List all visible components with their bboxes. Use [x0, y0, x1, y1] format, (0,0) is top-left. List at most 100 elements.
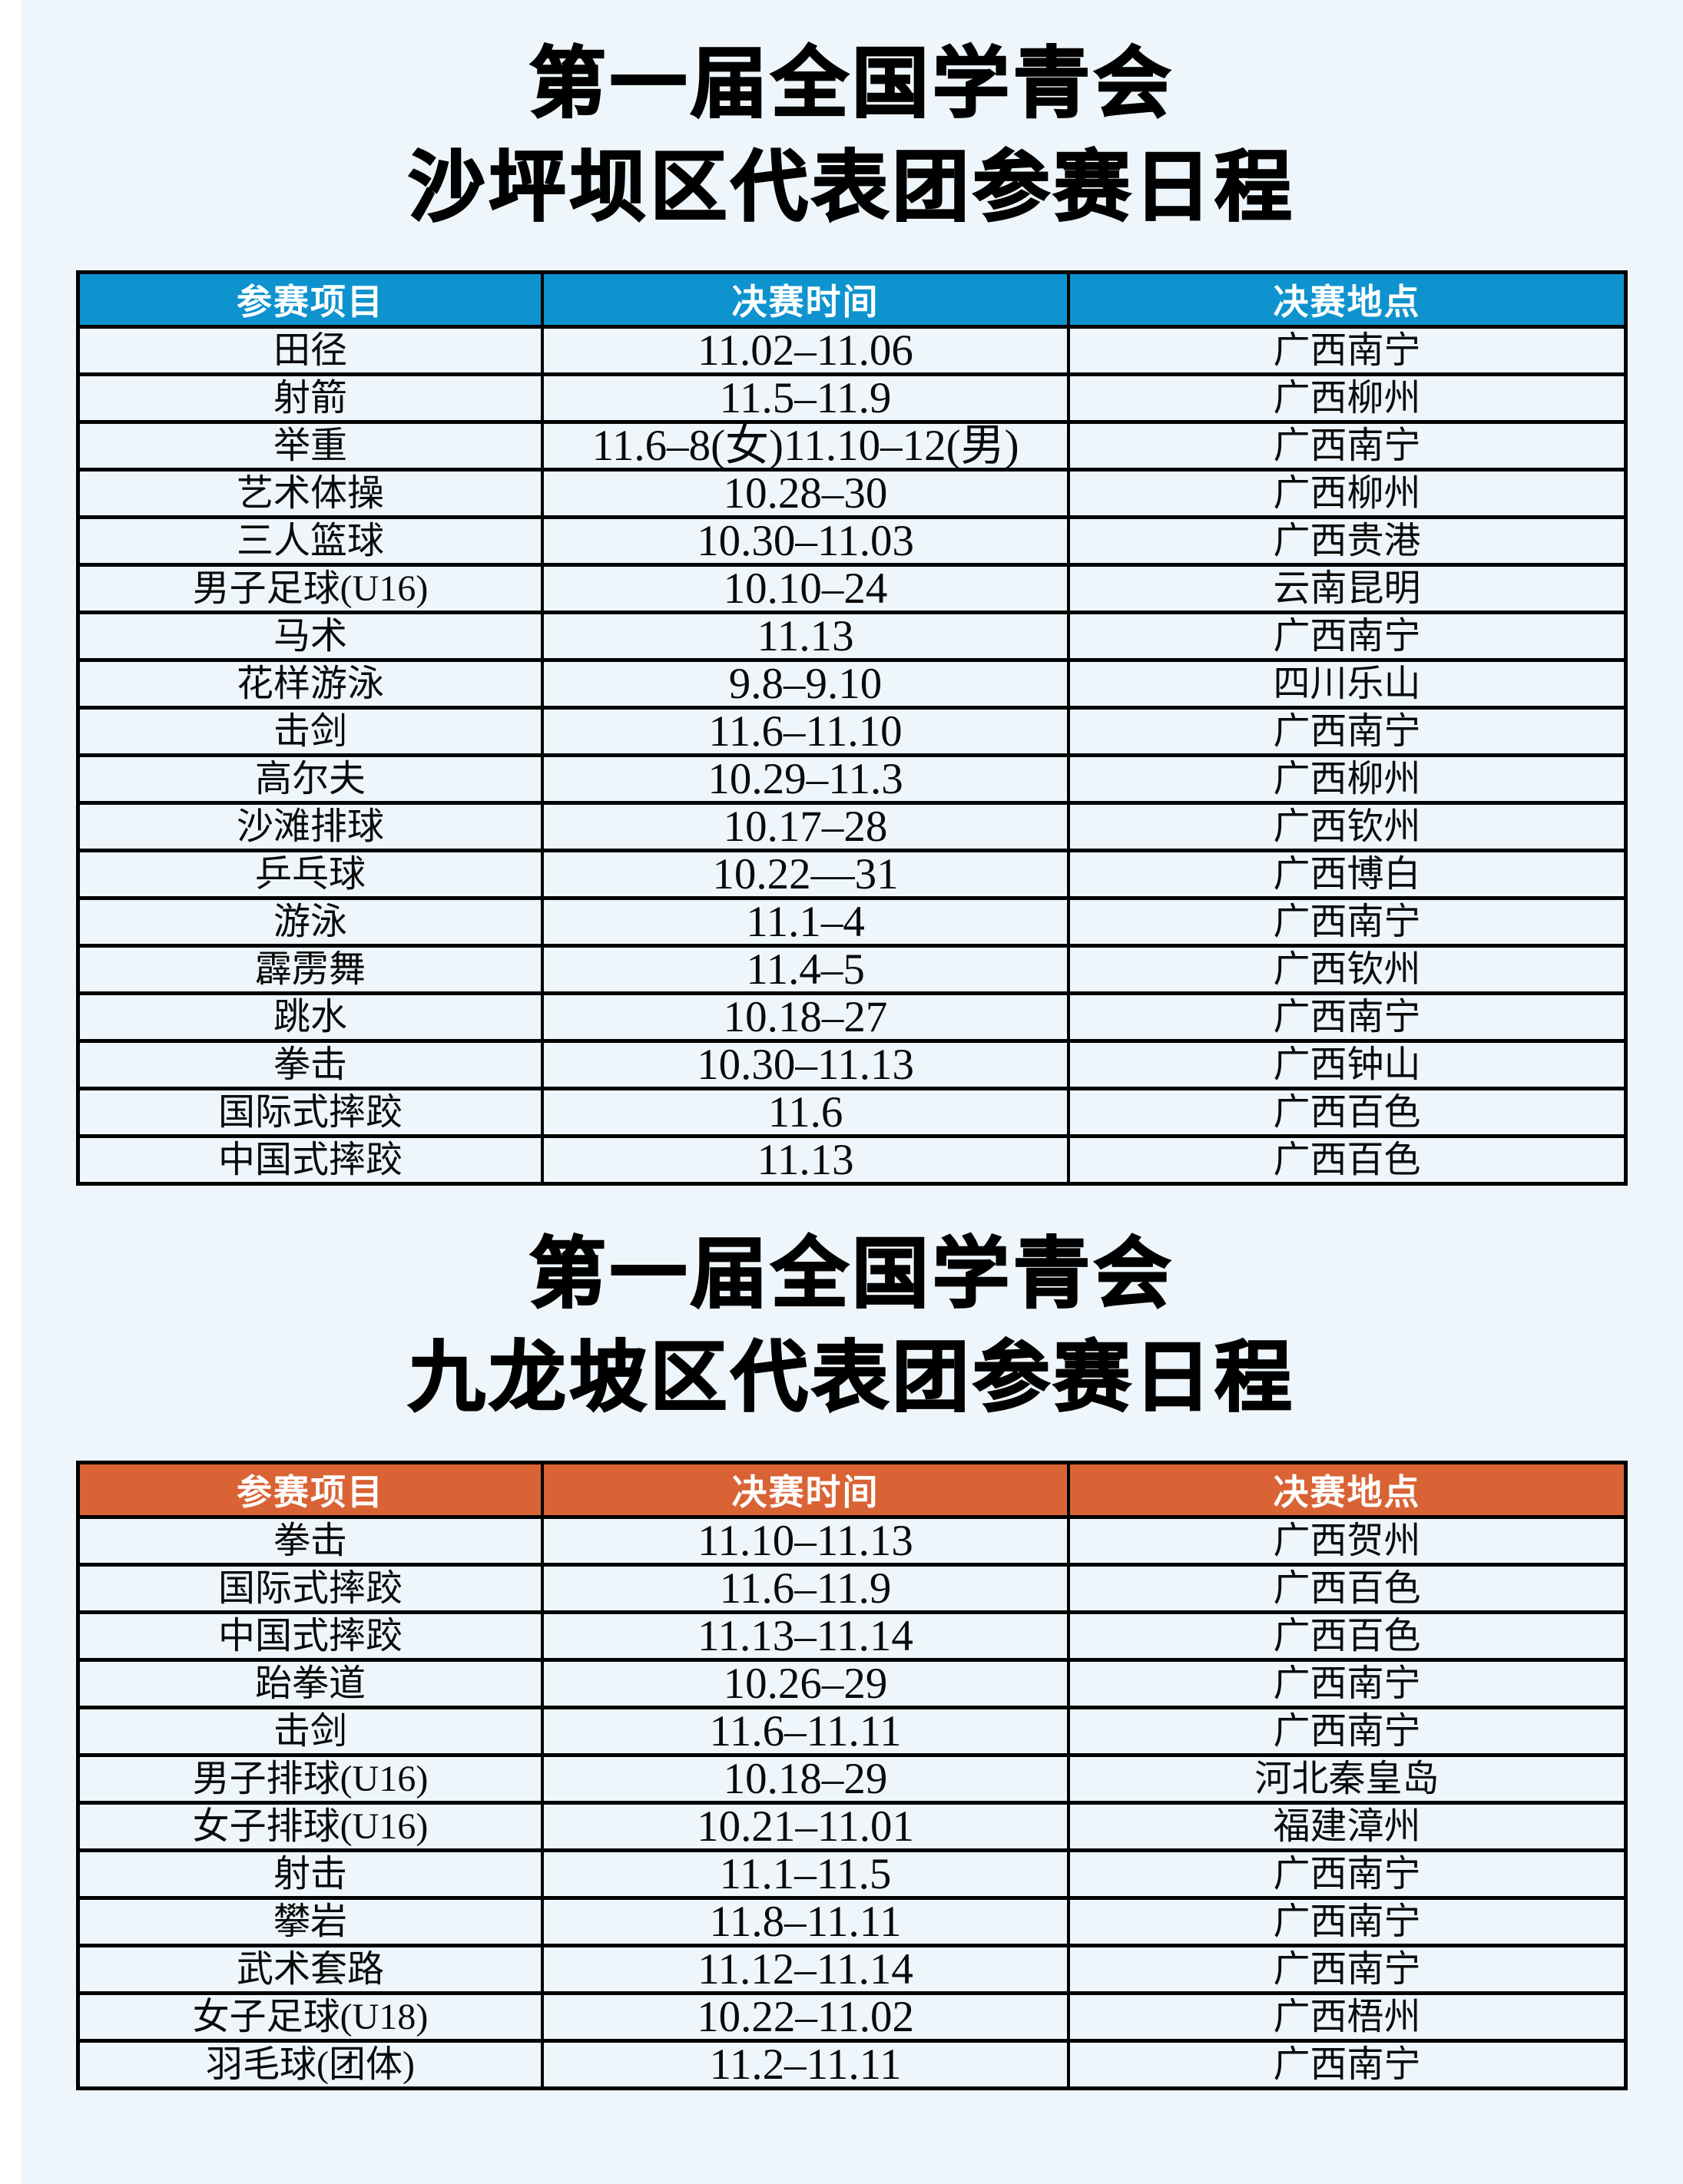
time-cell: 11.12–11.14	[540, 1944, 1071, 1995]
event-cell: 中国式摔跤	[76, 1134, 544, 1186]
venue-cell: 广西南宁	[1067, 611, 1628, 662]
event-cell: 乒乓球	[76, 849, 544, 900]
table-body-shapingba: 田径 11.02–11.06 广西南宁 射箭 11.5–11.9 广西柳州 举重 11.6–8…	[76, 325, 1628, 1186]
col-header-time: 决赛时间	[540, 270, 1071, 329]
event-cell: 田径	[76, 325, 544, 376]
event-cell: 国际式摔跤	[76, 1563, 544, 1614]
venue-cell: 广西百色	[1067, 1563, 1628, 1614]
time-cell: 10.22—31	[540, 849, 1071, 900]
event-cell: 艺术体操	[76, 468, 544, 519]
table-row: 田径 11.02–11.06 广西南宁	[76, 325, 1628, 376]
venue-cell: 广西贺州	[1067, 1515, 1628, 1567]
venue-cell: 广西南宁	[1067, 1706, 1628, 1757]
table-row: 男子排球(U16) 10.18–29 河北秦皇岛	[76, 1753, 1628, 1805]
time-cell: 11.4–5	[540, 944, 1071, 995]
title-line-1: 第一届全国学青会	[528, 41, 1174, 128]
time-cell: 11.13–11.14	[540, 1610, 1071, 1662]
event-cell: 羽毛球(团体)	[76, 2039, 544, 2090]
time-cell: 11.13	[540, 611, 1071, 662]
table-header-row: 参赛项目 决赛时间 决赛地点	[76, 1461, 1628, 1519]
table-row: 艺术体操 10.28–30 广西柳州	[76, 468, 1628, 519]
table-row: 中国式摔跤 11.13–11.14 广西百色	[76, 1610, 1628, 1662]
event-cell: 跆拳道	[76, 1658, 544, 1709]
time-cell: 10.30–11.03	[540, 515, 1071, 567]
table-row: 射箭 11.5–11.9 广西柳州	[76, 372, 1628, 424]
event-cell: 击剑	[76, 1706, 544, 1757]
venue-cell: 广西南宁	[1067, 706, 1628, 757]
time-cell: 10.22–11.02	[540, 1991, 1071, 2043]
venue-cell: 广西南宁	[1067, 2039, 1628, 2090]
col-header-event: 参赛项目	[76, 270, 544, 329]
schedule-table-shapingba: 参赛项目 决赛时间 决赛地点 田径 11.02–11.06 广西南宁 射箭 11.5–1…	[76, 270, 1628, 1186]
time-cell: 11.13	[540, 1134, 1071, 1186]
table-row: 女子足球(U18) 10.22–11.02 广西梧州	[76, 1991, 1628, 2043]
venue-cell: 广西钟山	[1067, 1039, 1628, 1090]
event-cell: 射箭	[76, 372, 544, 424]
venue-cell: 广西博白	[1067, 849, 1628, 900]
table-row: 高尔夫 10.29–11.3 广西柳州	[76, 753, 1628, 805]
table-row: 国际式摔跤 11.6–11.9 广西百色	[76, 1563, 1628, 1614]
section-shapingba: 第一届全国学青会 沙坪坝区代表团参赛日程 参赛项目 决赛时间 决赛地点 田径 11…	[21, 32, 1683, 1186]
time-cell: 10.28–30	[540, 468, 1071, 519]
venue-cell: 广西柳州	[1067, 372, 1628, 424]
table-row: 男子足球(U16) 10.10–24 云南昆明	[76, 563, 1628, 614]
event-cell: 射击	[76, 1848, 544, 1900]
time-cell: 11.2–11.11	[540, 2039, 1071, 2090]
page: 第一届全国学青会 沙坪坝区代表团参赛日程 参赛项目 决赛时间 决赛地点 田径 11…	[21, 0, 1683, 2090]
table-body-jiulongpo: 拳击 11.10–11.13 广西贺州 国际式摔跤 11.6–11.9 广西百色 中国式摔跤…	[76, 1515, 1628, 2090]
event-cell: 马术	[76, 611, 544, 662]
time-cell: 11.6–8(女)11.10–12(男)	[540, 420, 1071, 472]
time-cell: 11.5–11.9	[540, 372, 1071, 424]
venue-cell: 广西梧州	[1067, 1991, 1628, 2043]
time-cell: 11.1–4	[540, 896, 1071, 948]
table-row: 举重 11.6–8(女)11.10–12(男) 广西南宁	[76, 420, 1628, 472]
venue-cell: 广西南宁	[1067, 420, 1628, 472]
table-row: 拳击 10.30–11.13 广西钟山	[76, 1039, 1628, 1090]
time-cell: 11.6	[540, 1087, 1071, 1138]
table-header-row: 参赛项目 决赛时间 决赛地点	[76, 270, 1628, 329]
title-line-2: 九龙坡区代表团参赛日程	[407, 1335, 1296, 1422]
venue-cell: 广西南宁	[1067, 1848, 1628, 1900]
table-row: 马术 11.13 广西南宁	[76, 611, 1628, 662]
venue-cell: 广西柳州	[1067, 468, 1628, 519]
venue-cell: 广西钦州	[1067, 944, 1628, 995]
table-row: 射击 11.1–11.5 广西南宁	[76, 1848, 1628, 1900]
table-row: 沙滩排球 10.17–28 广西钦州	[76, 801, 1628, 852]
event-cell: 男子排球(U16)	[76, 1753, 544, 1805]
time-cell: 10.18–27	[540, 991, 1071, 1043]
event-cell: 三人篮球	[76, 515, 544, 567]
event-cell: 游泳	[76, 896, 544, 948]
schedule-table-jiulongpo: 参赛项目 决赛时间 决赛地点 拳击 11.10–11.13 广西贺州 国际式摔跤 11.…	[76, 1461, 1628, 2090]
venue-cell: 河北秦皇岛	[1067, 1753, 1628, 1805]
event-cell: 跳水	[76, 991, 544, 1043]
col-header-venue: 决赛地点	[1067, 1461, 1628, 1519]
title-line-1: 第一届全国学青会	[528, 1231, 1174, 1319]
venue-cell: 广西南宁	[1067, 991, 1628, 1043]
col-header-time: 决赛时间	[540, 1461, 1071, 1519]
venue-cell: 广西南宁	[1067, 1944, 1628, 1995]
venue-cell: 广西百色	[1067, 1087, 1628, 1138]
venue-cell: 福建漳州	[1067, 1801, 1628, 1852]
section-title-shapingba: 第一届全国学青会 沙坪坝区代表团参赛日程	[21, 32, 1683, 240]
event-cell: 拳击	[76, 1039, 544, 1090]
time-cell: 11.02–11.06	[540, 325, 1071, 376]
event-cell: 男子足球(U16)	[76, 563, 544, 614]
table-row: 乒乓球 10.22—31 广西博白	[76, 849, 1628, 900]
left-margin-strip	[0, 0, 21, 2184]
time-cell: 11.6–11.11	[540, 1706, 1071, 1757]
table-row: 女子排球(U16) 10.21–11.01 福建漳州	[76, 1801, 1628, 1852]
venue-cell: 广西百色	[1067, 1134, 1628, 1186]
title-line-2: 沙坪坝区代表团参赛日程	[407, 144, 1296, 232]
table-row: 拳击 11.10–11.13 广西贺州	[76, 1515, 1628, 1567]
table-row: 三人篮球 10.30–11.03 广西贵港	[76, 515, 1628, 567]
time-cell: 11.8–11.11	[540, 1896, 1071, 1947]
event-cell: 武术套路	[76, 1944, 544, 1995]
time-cell: 11.1–11.5	[540, 1848, 1071, 1900]
event-cell: 女子足球(U18)	[76, 1991, 544, 2043]
table-row: 羽毛球(团体) 11.2–11.11 广西南宁	[76, 2039, 1628, 2090]
time-cell: 10.29–11.3	[540, 753, 1071, 805]
venue-cell: 广西南宁	[1067, 325, 1628, 376]
section-title-jiulongpo: 第一届全国学青会 九龙坡区代表团参赛日程	[21, 1223, 1683, 1430]
venue-cell: 四川乐山	[1067, 658, 1628, 710]
time-cell: 11.6–11.9	[540, 1563, 1071, 1614]
